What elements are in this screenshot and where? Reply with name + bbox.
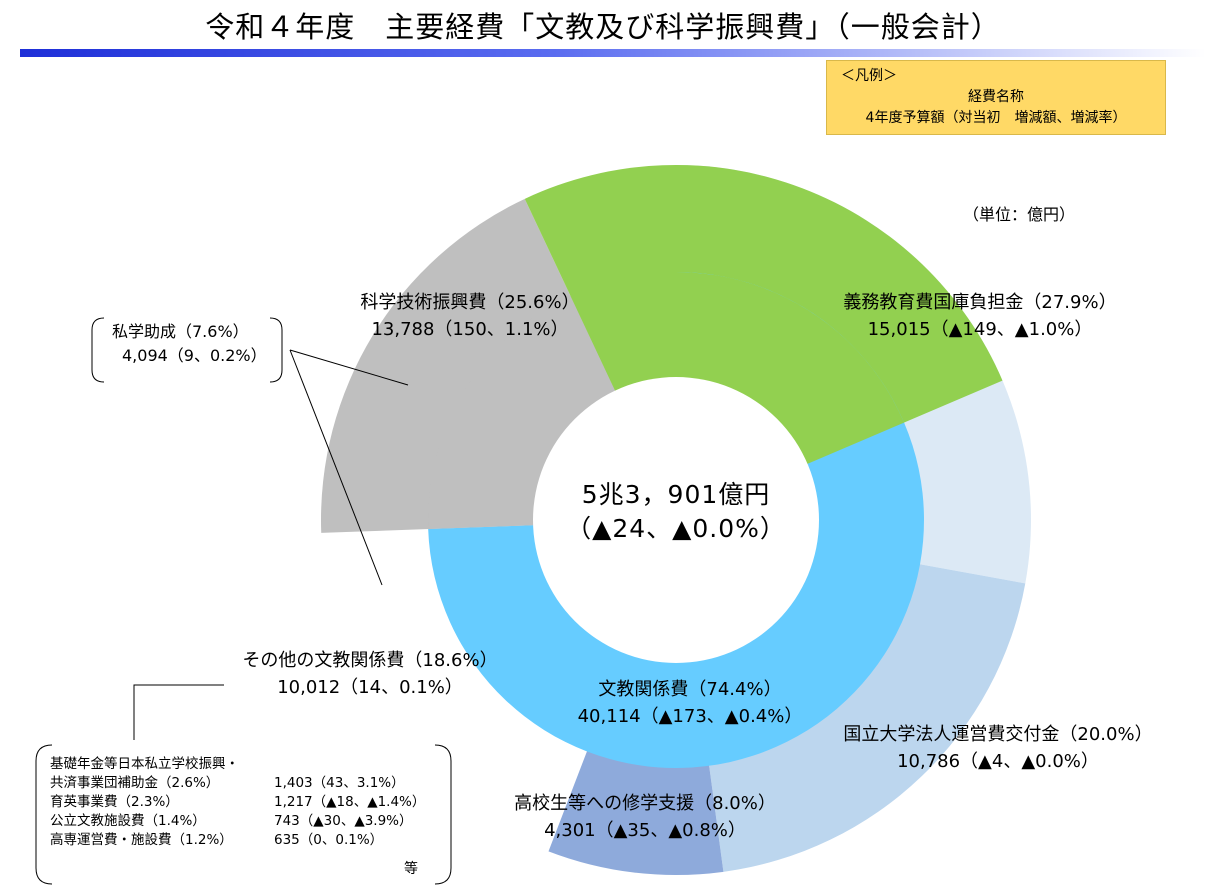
other-bracket-right (434, 744, 452, 885)
label-kokuritsu: 国立大学法人運営費交付金（20.0%） 10,786（▲4、▲0.0%） (808, 721, 1188, 775)
center-total-change: （▲24、▲0.0%） (566, 514, 786, 543)
page-title: 令和４年度 主要経費「文教及び科学振興費」（一般会計） (205, 10, 1001, 44)
other-items-etc: 等 (404, 861, 418, 877)
label-koko: 高校生等への修学支援（8.0%） 4,301（▲35、▲0.8%） (470, 790, 820, 844)
private-bracket-left (91, 317, 105, 383)
list-item-name: 基礎年金等日本私立学校振興・ (50, 756, 239, 772)
private-school-aid-value: 4,094（9、0.2%） (122, 346, 267, 365)
label-bunkyo-name: 文教関係費（74.4%） (598, 679, 782, 700)
private-school-aid-name: 私学助成（7.6%） (112, 322, 249, 341)
other-items-list: 基礎年金等日本私立学校振興・ 共済事業団補助金（2.6%） 1,403（43、3… (50, 755, 440, 850)
list-item: 共済事業団補助金（2.6%） 1,403（43、3.1%） (50, 774, 440, 793)
other-bracket-left (35, 744, 53, 885)
label-kagaku-value: 13,788（150、1.1%） (371, 319, 569, 340)
list-item-name: 育英事業費（2.3%） (50, 794, 179, 810)
label-gimu-value: 15,015（▲149、▲1.0%） (867, 319, 1093, 340)
list-item: 高専運営費・施設費（1.2%） 635（0、0.1%） (50, 831, 440, 850)
label-sonota: その他の文教関係費（18.6%） 10,012（14、0.1%） (210, 647, 530, 701)
legend-heading: ＜凡例＞ (841, 68, 897, 84)
list-item-name: 共済事業団補助金（2.6%） (50, 775, 220, 791)
label-gimu-name: 義務教育費国庫負担金（27.9%） (843, 292, 1117, 313)
label-koko-name: 高校生等への修学支援（8.0%） (514, 793, 776, 814)
list-item-value: 1,403（43、3.1%） (274, 775, 405, 791)
title-underline (20, 49, 1206, 57)
list-item-value: 1,217（▲18、▲1.4%） (274, 794, 426, 810)
legend-line-amount: 4年度予算額（対当初 増減額、増減率） (865, 110, 1127, 126)
label-sonota-value: 10,012（14、0.1%） (277, 677, 463, 698)
label-bunkyo-value: 40,114（▲173、▲0.4%） (577, 706, 803, 727)
list-item: 育英事業費（2.3%） 1,217（▲18、▲1.4%） (50, 793, 440, 812)
list-item-value: 743（▲30、▲3.9%） (274, 813, 413, 829)
unit-label: （単位：億円） (963, 205, 1076, 224)
legend-box: ＜凡例＞ 経費名称 4年度予算額（対当初 増減額、増減率） (826, 60, 1166, 135)
label-kokuritsu-value: 10,786（▲4、▲0.0%） (897, 751, 1099, 772)
list-item-value: 635（0、0.1%） (274, 832, 384, 848)
other-leader-line (133, 684, 224, 740)
label-bunkyo: 文教関係費（74.4%） 40,114（▲173、▲0.4%） (540, 676, 840, 730)
label-gimu: 義務教育費国庫負担金（27.9%） 15,015（▲149、▲1.0%） (790, 289, 1170, 343)
private-school-aid-callout: 私学助成（7.6%） 4,094（9、0.2%） (96, 320, 276, 368)
label-kokuritsu-name: 国立大学法人運営費交付金（20.0%） (843, 724, 1153, 745)
label-sonota-name: その他の文教関係費（18.6%） (242, 650, 498, 671)
center-total: 5兆3，901億円 （▲24、▲0.0%） (540, 478, 812, 546)
label-kagaku: 科学技術振興費（25.6%） 13,788（150、1.1%） (330, 289, 610, 343)
leader-lines (35, 317, 452, 885)
private-leader-line-lower (289, 349, 383, 586)
label-kagaku-name: 科学技術振興費（25.6%） (360, 292, 580, 313)
list-item-name: 公立文教施設費（1.4%） (50, 813, 206, 829)
donut-hole (533, 377, 819, 663)
private-bracket-right (269, 317, 283, 383)
list-item-name: 高専運営費・施設費（1.2%） (50, 832, 233, 848)
label-koko-value: 4,301（▲35、▲0.8%） (544, 820, 746, 841)
private-leader-line-upper (289, 349, 409, 386)
center-total-amount: 5兆3，901億円 (581, 480, 771, 509)
list-item: 基礎年金等日本私立学校振興・ (50, 755, 440, 774)
legend-line-name: 経費名称 (968, 89, 1024, 105)
list-item: 公立文教施設費（1.4%） 743（▲30、▲3.9%） (50, 812, 440, 831)
